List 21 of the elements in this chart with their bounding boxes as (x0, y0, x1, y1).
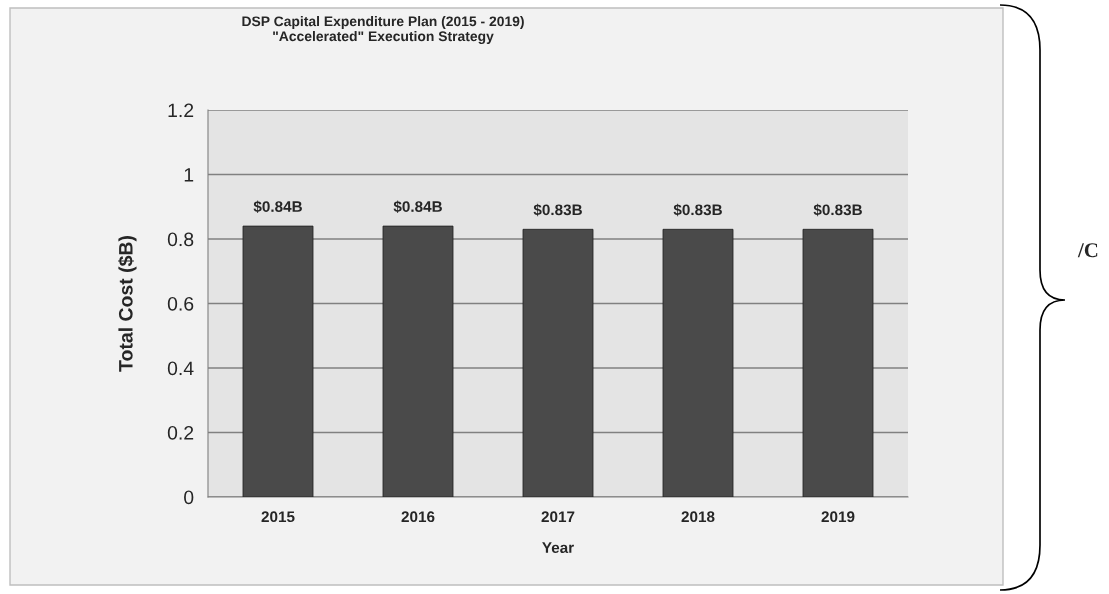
y-tick-label: 0.2 (167, 425, 194, 440)
x-tick-label: 2017 (541, 511, 575, 523)
y-tick-label: 0 (184, 490, 194, 505)
text: /C (1077, 243, 1098, 258)
y-axis-title: Total Cost ($B) (118, 236, 137, 372)
y-tick-label: 0.8 (167, 232, 194, 247)
data-label: $0.83B (673, 203, 722, 217)
x-tick-label: 2015 (261, 511, 295, 523)
x-tick-label: 2016 (401, 511, 435, 523)
data-label: $0.84B (393, 200, 442, 213)
x-tick-label: 2018 (681, 511, 715, 523)
y-tick-label: 0.6 (167, 296, 194, 311)
chart-title: DSP Capital Expenditure Plan (2015 - 2019) "Accelerated" Execution Strategy (242, 16, 524, 44)
y-tick-label: 0.4 (167, 361, 194, 376)
y-tick-label: 1.2 (168, 103, 194, 118)
data-label: $0.84B (253, 200, 302, 213)
data-label: $0.83B (813, 203, 862, 217)
x-axis-title: Year (542, 542, 574, 554)
x-tick-label: 2019 (821, 511, 855, 523)
y-tick-label: 1 (184, 168, 194, 182)
data-label: $0.83B (533, 203, 582, 217)
